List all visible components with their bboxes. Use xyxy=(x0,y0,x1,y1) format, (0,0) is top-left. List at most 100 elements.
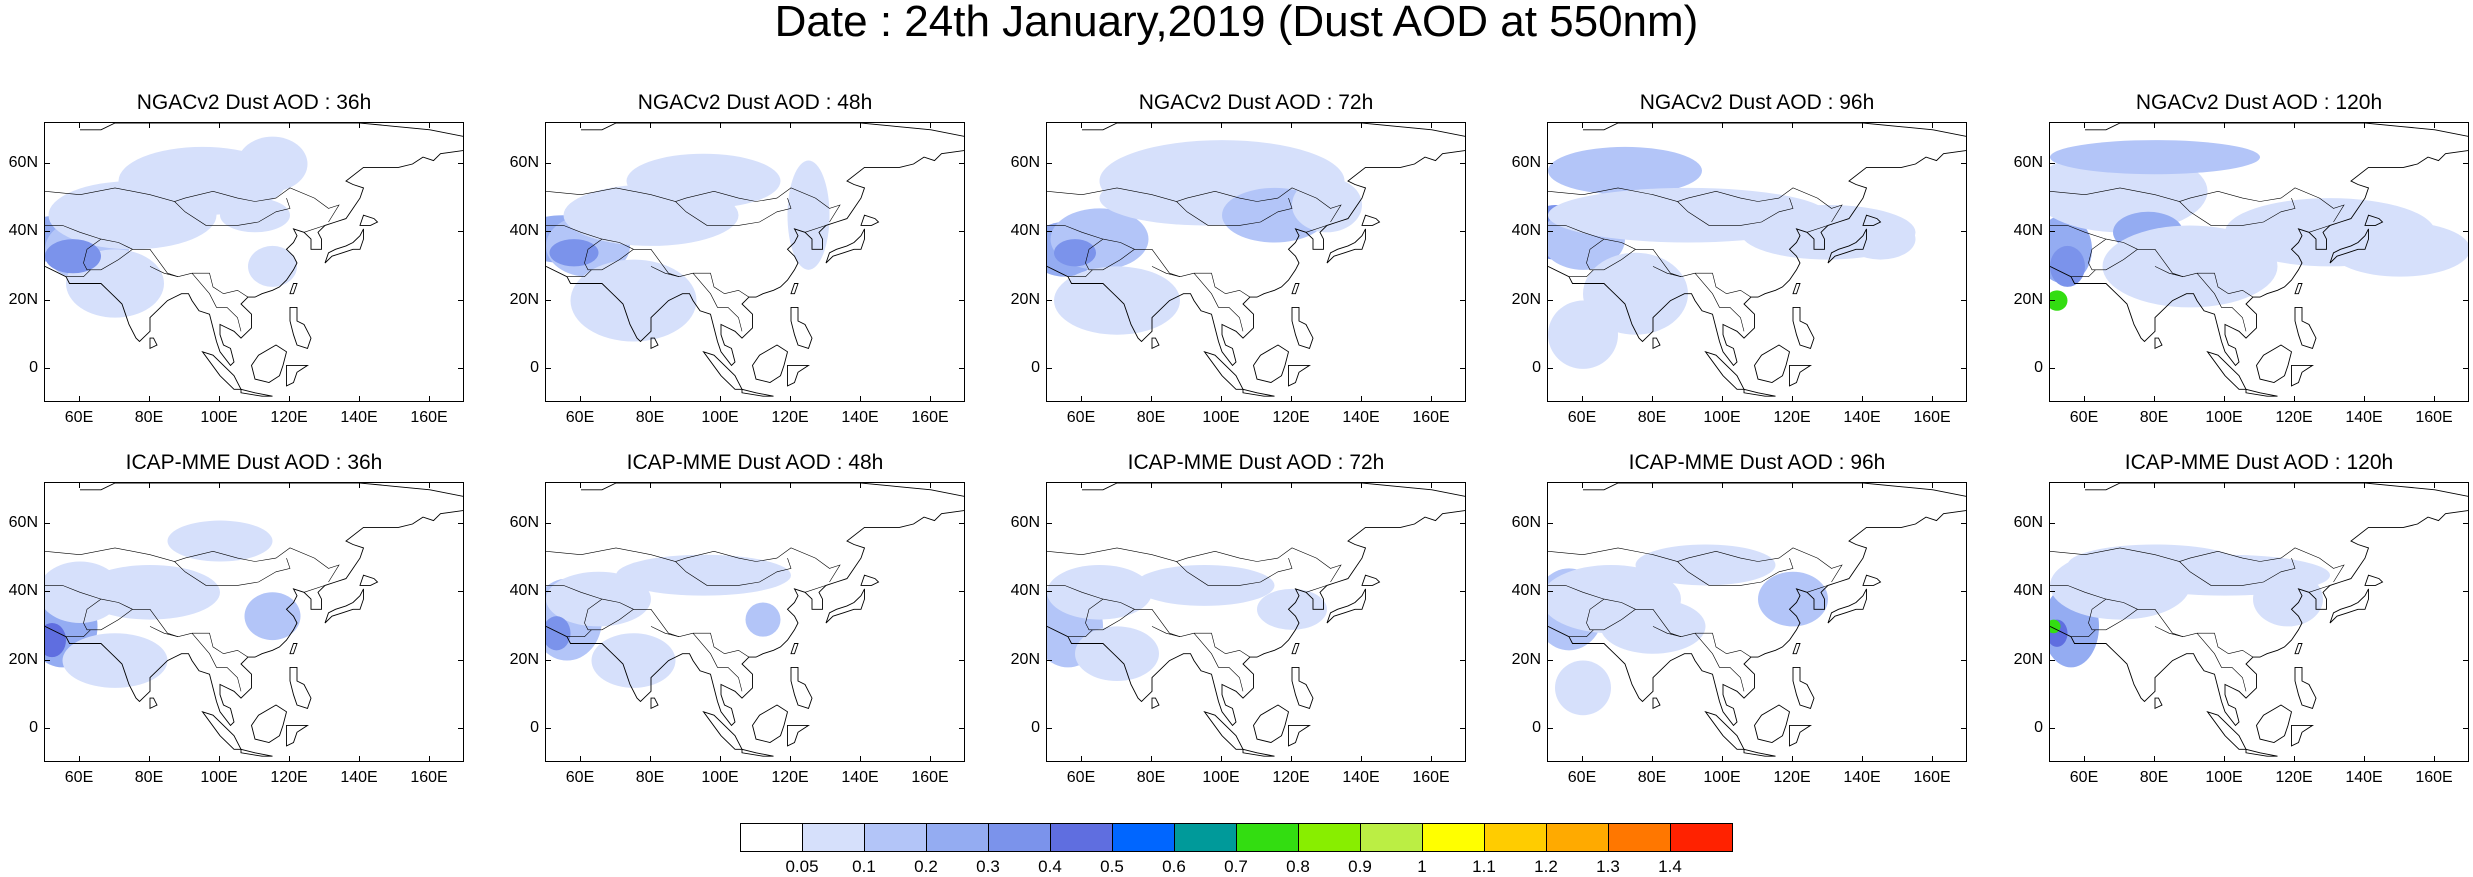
y-tick xyxy=(2463,727,2469,729)
x-tick xyxy=(1291,396,1292,402)
x-tick xyxy=(1361,482,1362,488)
island-outline xyxy=(1704,350,1745,390)
x-tick-label: 120E xyxy=(1773,409,1811,426)
x-tick xyxy=(1582,396,1583,402)
island-outline xyxy=(1743,748,1776,757)
x-tick xyxy=(1291,122,1292,128)
x-tick xyxy=(2434,122,2435,128)
country-border xyxy=(546,585,750,658)
island-outline xyxy=(752,704,789,743)
x-tick xyxy=(790,756,791,762)
x-tick xyxy=(219,756,220,762)
colorbar-swatch xyxy=(1360,823,1423,852)
country-border xyxy=(1548,225,1752,298)
x-tick xyxy=(720,396,721,402)
x-tick xyxy=(650,482,651,488)
y-tick-label: 20N xyxy=(1010,650,1040,668)
dust-aod-region xyxy=(237,136,308,192)
y-tick xyxy=(2049,299,2055,301)
country-border xyxy=(2088,238,2138,271)
x-tick-label: 80E xyxy=(1637,769,1667,786)
x-tick xyxy=(1722,122,1723,128)
country-border xyxy=(2050,547,2345,583)
x-tick-label: 60E xyxy=(64,409,94,426)
x-tick-label: 120E xyxy=(2275,409,2313,426)
x-tick xyxy=(720,482,721,488)
x-tick xyxy=(1932,482,1933,488)
island-outline xyxy=(1291,666,1314,709)
map-area xyxy=(1547,122,1967,402)
island-outline xyxy=(1789,724,1813,747)
island-outline xyxy=(1242,748,1275,757)
x-tick-label: 140E xyxy=(1342,409,1380,426)
x-tick-label: 160E xyxy=(2415,409,2453,426)
y-tick xyxy=(2463,162,2469,164)
y-tick xyxy=(1046,231,1052,233)
x-tick-label: 80E xyxy=(134,409,164,426)
country-border xyxy=(804,585,827,593)
country-border xyxy=(1176,558,1293,586)
map-panel: ICAP-MME Dust AOD : 96h 60N 40N 20N 0 60E 80E 1… xyxy=(1512,452,1967,822)
country-border xyxy=(1806,225,1829,233)
island-outline xyxy=(289,283,298,295)
island-outline xyxy=(787,724,811,747)
x-tick-label: 60E xyxy=(2069,409,2099,426)
island-outline xyxy=(324,228,364,264)
country-border xyxy=(1548,547,1843,583)
y-tick xyxy=(1961,727,1967,729)
map-panel: NGACv2 Dust AOD : 36h 60N 40N 20N 0 60E 80E 100… xyxy=(9,92,464,462)
y-tick xyxy=(1460,231,1466,233)
x-tick xyxy=(1291,482,1292,488)
x-tick xyxy=(580,396,581,402)
country-border xyxy=(1047,547,1342,583)
y-tick xyxy=(959,162,965,164)
y-tick-label: 60N xyxy=(1010,513,1040,531)
y-tick xyxy=(1460,727,1466,729)
island-outline xyxy=(2291,724,2315,747)
y-tick xyxy=(2463,659,2469,661)
x-tick xyxy=(1722,482,1723,488)
y-tick-label: 40N xyxy=(8,222,38,240)
x-tick xyxy=(860,756,861,762)
colorbar xyxy=(740,823,1733,852)
country-border xyxy=(1047,585,1251,658)
y-tick xyxy=(1961,231,1967,233)
x-tick xyxy=(860,396,861,402)
dust-aod-region xyxy=(626,153,781,209)
y-tick-label: 60N xyxy=(1010,153,1040,171)
y-tick xyxy=(44,162,50,164)
island-outline xyxy=(650,337,659,350)
island-outline xyxy=(1291,306,1314,349)
dust-aod-region xyxy=(2253,571,2323,627)
map-svg xyxy=(45,483,463,757)
colorbar-swatch xyxy=(1546,823,1609,852)
y-tick xyxy=(44,522,50,524)
country-border xyxy=(1047,187,1342,223)
colorbar-label: 0.2 xyxy=(914,857,938,876)
y-tick xyxy=(2049,162,2055,164)
country-border xyxy=(546,547,841,583)
island-outline xyxy=(1754,704,1791,743)
country-border xyxy=(546,225,750,298)
map-area xyxy=(2049,482,2469,762)
x-tick xyxy=(429,482,430,488)
x-tick-label: 80E xyxy=(635,409,665,426)
y-tick xyxy=(2049,367,2055,369)
x-tick-label: 100E xyxy=(1703,769,1741,786)
y-tick-label: 20N xyxy=(1511,650,1541,668)
x-tick xyxy=(2434,482,2435,488)
island-outline xyxy=(2294,666,2317,709)
y-tick xyxy=(1046,162,1052,164)
y-tick xyxy=(44,231,50,233)
island-outline xyxy=(286,364,310,387)
y-tick xyxy=(2049,727,2055,729)
dust-aod-region xyxy=(570,259,697,342)
y-tick xyxy=(2049,231,2055,233)
x-tick-label: 120E xyxy=(1272,769,1310,786)
map-area xyxy=(44,482,464,762)
y-tick xyxy=(1460,367,1466,369)
x-tick xyxy=(1221,756,1222,762)
colorbar-swatch xyxy=(1174,823,1237,852)
island-outline xyxy=(2294,283,2303,295)
colorbar-label: 1.1 xyxy=(1472,857,1496,876)
